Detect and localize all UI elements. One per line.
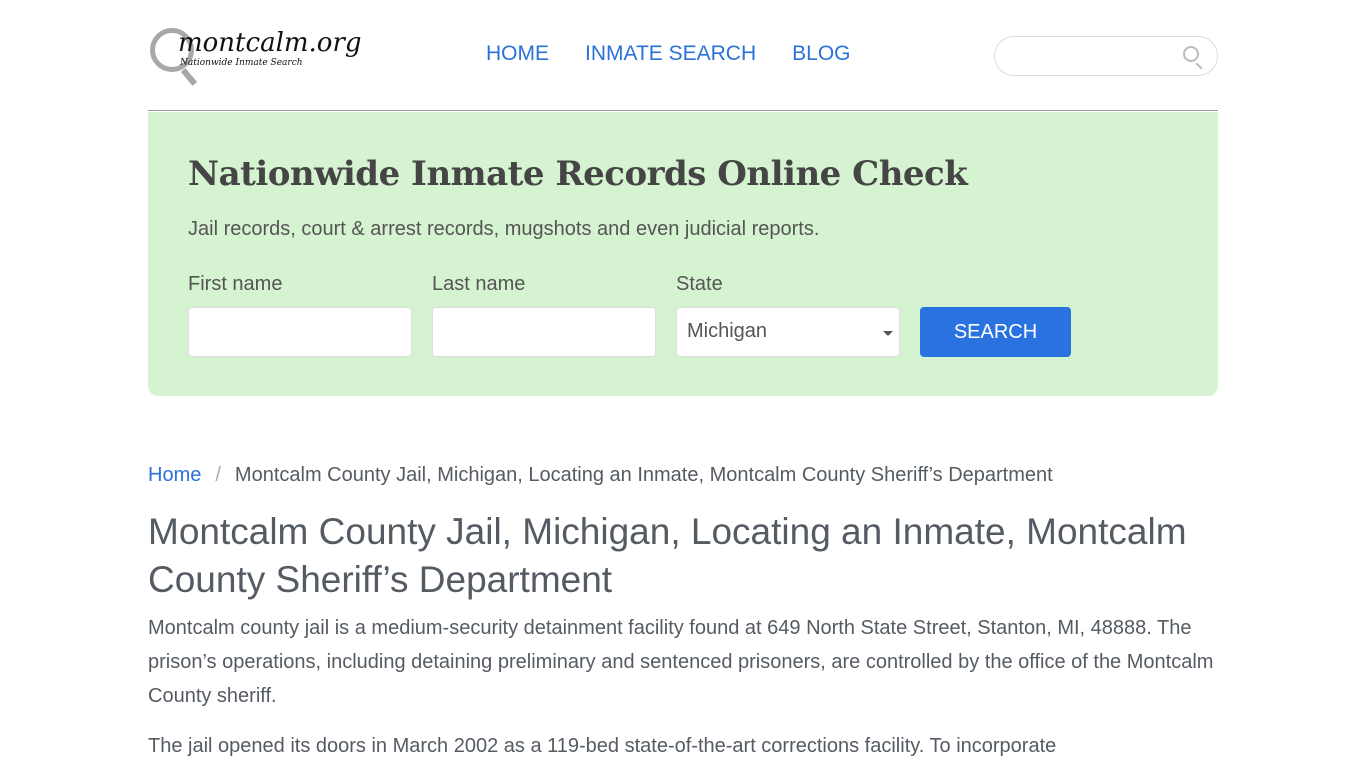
logo-tagline: Nationwide Inmate Search — [180, 58, 303, 68]
magnifier-icon — [150, 28, 194, 72]
last-name-input[interactable] — [432, 307, 656, 357]
breadcrumb: Home / Montcalm County Jail, Michigan, Loc… — [148, 464, 1053, 487]
nav-inmate-search[interactable]: INMATE SEARCH — [585, 42, 757, 65]
last-name-label: Last name — [432, 273, 526, 295]
hero-title: Nationwide Inmate Records Online Check — [188, 154, 968, 194]
header-search-input[interactable] — [994, 36, 1218, 76]
main-nav: HOME INMATE SEARCH BLOG — [486, 42, 851, 66]
search-panel: Nationwide Inmate Records Online Check J… — [148, 112, 1218, 396]
nav-home[interactable]: HOME — [486, 42, 549, 65]
breadcrumb-home[interactable]: Home — [148, 464, 202, 486]
search-icon[interactable] — [1183, 46, 1199, 62]
breadcrumb-separator: / — [215, 464, 221, 486]
magnifier-handle — [180, 68, 198, 86]
search-button[interactable]: SEARCH — [920, 307, 1071, 357]
state-label: State — [676, 273, 723, 295]
page-title: Montcalm County Jail, Michigan, Locating… — [148, 511, 1187, 600]
paragraph: Montcalm county jail is a medium-securit… — [148, 617, 1214, 707]
first-name-input[interactable] — [188, 307, 412, 357]
logo-name: montcalm.org — [178, 28, 362, 58]
paragraph: The jail opened its doors in March 2002 … — [148, 735, 1057, 757]
divider — [148, 110, 1218, 111]
site-logo[interactable]: montcalm.org Nationwide Inmate Search — [148, 26, 362, 86]
state-select[interactable]: Michigan — [676, 307, 900, 357]
hero-subtitle: Jail records, court & arrest records, mu… — [188, 218, 820, 240]
nav-blog[interactable]: BLOG — [792, 42, 851, 65]
first-name-label: First name — [188, 273, 283, 295]
breadcrumb-current: Montcalm County Jail, Michigan, Locating… — [234, 464, 1053, 486]
